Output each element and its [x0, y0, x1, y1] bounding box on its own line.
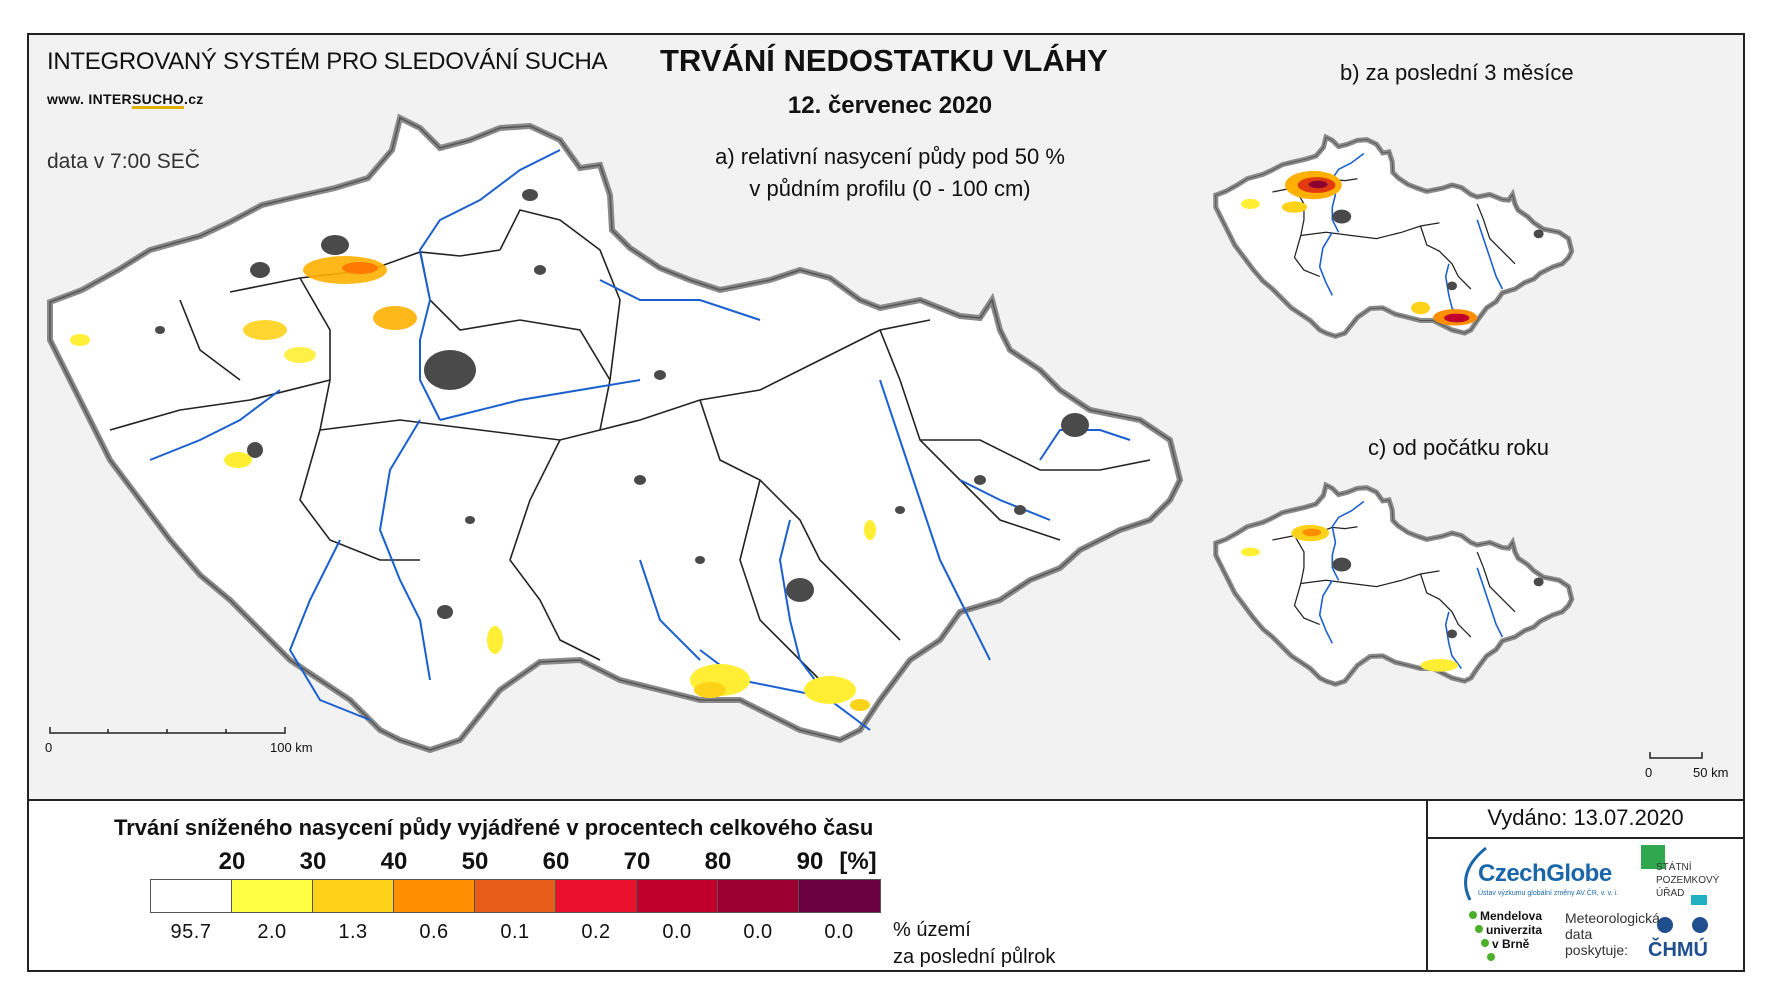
legend-threshold: 30	[299, 848, 327, 875]
legend-percent: 0.2	[581, 921, 611, 943]
czechglobe-logo: CzechGlobe	[1478, 860, 1612, 887]
legend-swatch	[799, 880, 880, 912]
legend-swatch	[475, 880, 556, 912]
legend-threshold: 40	[380, 848, 408, 875]
website-mid: SUCHO	[131, 91, 184, 107]
legend-percent: 95.7	[170, 921, 212, 943]
website-prefix: www. INTER	[47, 91, 132, 107]
panel-a-caption: a) relativní nasycení půdy pod 50 % v pů…	[0, 141, 1772, 205]
scalebar-small-end: 50 km	[1693, 765, 1729, 780]
legend-swatch	[313, 880, 394, 912]
legend-note-line1: % území	[893, 919, 971, 941]
mendel-line2: univerzita	[1486, 923, 1543, 937]
legend-percent: 1.3	[338, 921, 368, 943]
mendel-logo: Mendelova univerzita v Brně	[1480, 909, 1542, 951]
legend-note: % území za poslední půlrok	[893, 917, 1055, 971]
legend-note-line2: za poslední půlrok	[893, 946, 1056, 968]
divider-horizontal	[27, 799, 1745, 801]
legend-title: Trvání sníženého nasycení půdy vyjádřené…	[114, 815, 874, 840]
divider-issued	[1427, 837, 1744, 839]
spu-line1: STÁTNÍ	[1656, 862, 1692, 873]
legend-swatch	[151, 880, 232, 912]
legend-percent: 2.0	[257, 921, 287, 943]
scalebar-main-end: 100 km	[270, 740, 313, 755]
czechglobe-logo-icon	[1464, 846, 1487, 901]
chmu-logo: ČHMÚ	[1648, 939, 1708, 961]
main-title: TRVÁNÍ NEDOSTATKU VLÁHY	[660, 43, 1108, 78]
legend-threshold: 20	[218, 848, 246, 875]
legend-percent: 0.1	[500, 921, 530, 943]
legend-unit: [%]	[839, 848, 877, 875]
spu-line3: ÚŘAD	[1656, 888, 1685, 899]
meteo-data-credit: Meteorologická data poskytuje:	[1565, 910, 1660, 958]
main-date: 12. červenec 2020	[787, 92, 993, 119]
mendel-line1: Mendelova	[1480, 909, 1543, 923]
legend-swatch	[232, 880, 313, 912]
scalebar-main	[49, 727, 286, 734]
legend-threshold: 60	[542, 848, 570, 875]
spu-logo-icon	[1641, 845, 1707, 905]
mendel-line3: v Brně	[1492, 937, 1530, 951]
panel-a-line2: v půdním profilu (0 - 100 cm)	[749, 176, 1031, 201]
chmu-logo-icon	[1657, 917, 1708, 933]
panel-c-caption: c) od počátku roku	[1368, 435, 1549, 460]
legend-swatch	[718, 880, 799, 912]
meteo-line2: data	[1565, 926, 1593, 942]
legend-threshold: 70	[623, 848, 651, 875]
scalebar-main-start: 0	[45, 740, 53, 755]
legend-swatch	[556, 880, 637, 912]
legend-swatch	[637, 880, 718, 912]
legend-threshold: 50	[461, 848, 489, 875]
map-b	[1216, 137, 1572, 336]
scalebar-small-start: 0	[1645, 765, 1653, 780]
spu-logo: STÁTNÍ POZEMKOVÝ ÚŘAD	[1656, 861, 1719, 900]
divider-vertical	[1426, 800, 1428, 972]
website-link[interactable]: www. INTERSUCHO.cz	[47, 91, 204, 107]
outer-frame	[27, 33, 1745, 972]
legend-threshold: 90	[796, 848, 824, 875]
panel-a-line1: a) relativní nasycení půdy pod 50 %	[715, 144, 1065, 169]
legend-percent: 0.6	[419, 921, 449, 943]
legend-percent: 0.0	[662, 921, 692, 943]
legend-threshold: 80	[704, 848, 732, 875]
legend-color-bar	[150, 879, 881, 913]
meteo-line1: Meteorologická	[1565, 910, 1660, 926]
issued-date: Vydáno: 13.07.2020	[1487, 805, 1684, 830]
website-suffix: .cz	[184, 91, 204, 107]
mendel-logo-icon	[1469, 911, 1495, 961]
map-a	[50, 118, 1180, 750]
legend-percent: 0.0	[743, 921, 773, 943]
czechglobe-subtitle: Ústav výzkumu globální změny AV ČR, v. v…	[1478, 890, 1619, 897]
map-c	[1216, 485, 1572, 684]
panel-b-caption: b) za poslední 3 měsíce	[1340, 60, 1574, 85]
spu-line2: POZEMKOVÝ	[1656, 875, 1720, 886]
legend-percent: 0.0	[824, 921, 854, 943]
meteo-line3: poskytuje:	[1565, 942, 1629, 958]
system-title: INTEGROVANÝ SYSTÉM PRO SLEDOVÁNÍ SUCHA	[47, 48, 608, 75]
data-time-label: data v 7:00 SEČ	[47, 150, 200, 173]
legend-swatch	[394, 880, 475, 912]
scalebar-small	[1649, 752, 1703, 759]
